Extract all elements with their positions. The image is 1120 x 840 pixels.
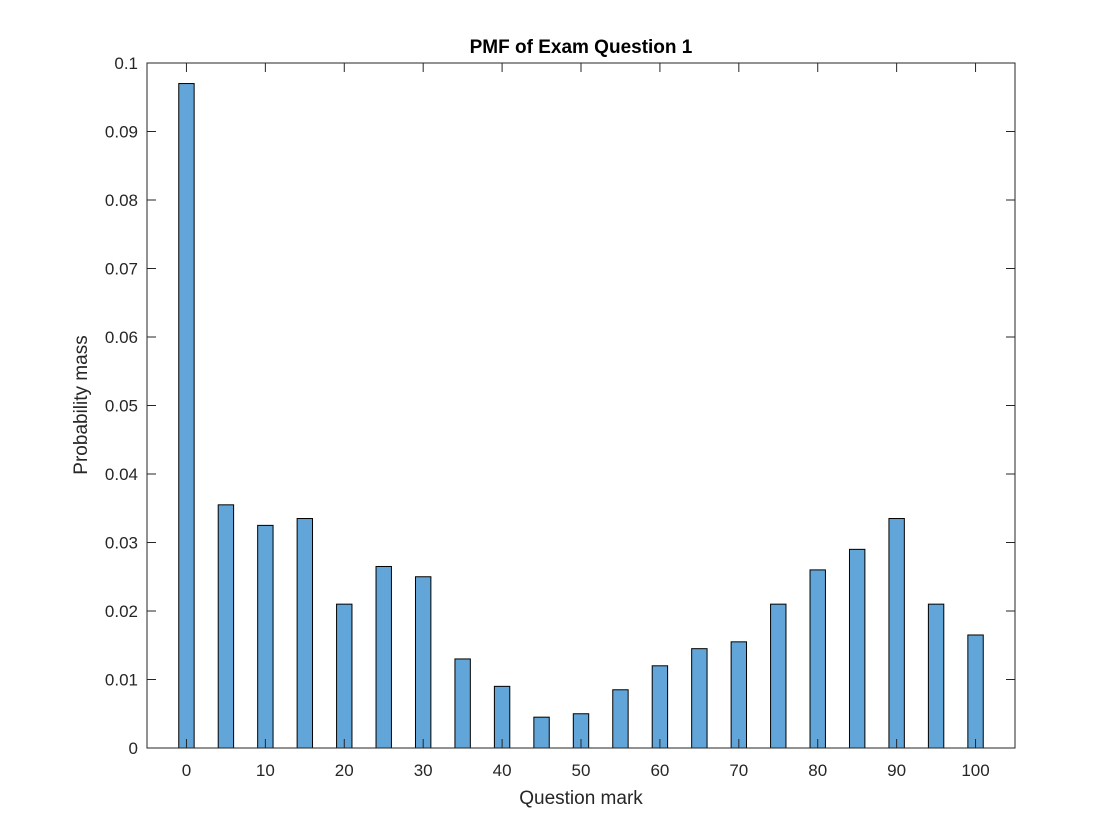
bar-65: [691, 648, 708, 749]
x-tick-label: 70: [729, 761, 748, 780]
y-tick-label: 0.1: [114, 54, 138, 73]
y-tick-label: 0.06: [105, 328, 138, 347]
x-tick-label: 30: [414, 761, 433, 780]
bar-80: [809, 569, 826, 749]
bar-60: [651, 665, 669, 749]
x-tick-label: 20: [335, 761, 354, 780]
tick-labels-layer: 0 10 20 30 40 50 60 70 80 90 100 0 0.01 0.02 0.03 0.04 0…: [105, 54, 990, 780]
bar-85: [848, 548, 866, 749]
bar-10: [257, 524, 274, 749]
x-axis-title: Question mark: [519, 788, 643, 809]
y-tick-label: 0.09: [105, 123, 138, 142]
bar-15: [296, 518, 314, 749]
bar-5: [217, 504, 235, 749]
x-tick-label: 100: [961, 761, 989, 780]
y-axis-title: Probability mass: [71, 335, 92, 474]
bar-20: [336, 603, 353, 749]
bar-45: [533, 716, 550, 749]
y-tick-label: 0.04: [105, 465, 138, 484]
x-tick-label: 10: [256, 761, 275, 780]
bars-layer: [178, 83, 984, 749]
y-tick-label: 0.05: [105, 397, 138, 416]
bar-75: [770, 603, 787, 749]
y-tick-label: 0.07: [105, 260, 138, 279]
y-tick-label: 0.03: [105, 534, 138, 553]
bar-30: [414, 576, 432, 749]
bar-0: [178, 83, 195, 749]
bar-70: [730, 641, 748, 749]
y-tick-label: 0: [129, 739, 138, 758]
y-tick-label: 0.01: [105, 671, 138, 690]
bar-35: [454, 658, 471, 749]
bar-90: [888, 518, 905, 749]
x-tick-label: 90: [887, 761, 906, 780]
chart-title: PMF of Exam Question 1: [470, 37, 693, 58]
bar-40: [493, 685, 511, 749]
x-tick-label: 80: [808, 761, 827, 780]
x-tick-label: 60: [650, 761, 669, 780]
x-tick-label: 0: [182, 761, 191, 780]
y-tick-label: 0.08: [105, 191, 138, 210]
bar-25: [375, 565, 392, 749]
x-tick-label: 40: [493, 761, 512, 780]
axes-box: [146, 62, 1016, 749]
plot-area: [147, 63, 1015, 748]
bar-95: [927, 603, 945, 749]
y-tick-label: 0.02: [105, 602, 138, 621]
bar-55: [612, 689, 629, 749]
bar-100: [967, 634, 984, 749]
x-tick-label: 50: [572, 761, 591, 780]
